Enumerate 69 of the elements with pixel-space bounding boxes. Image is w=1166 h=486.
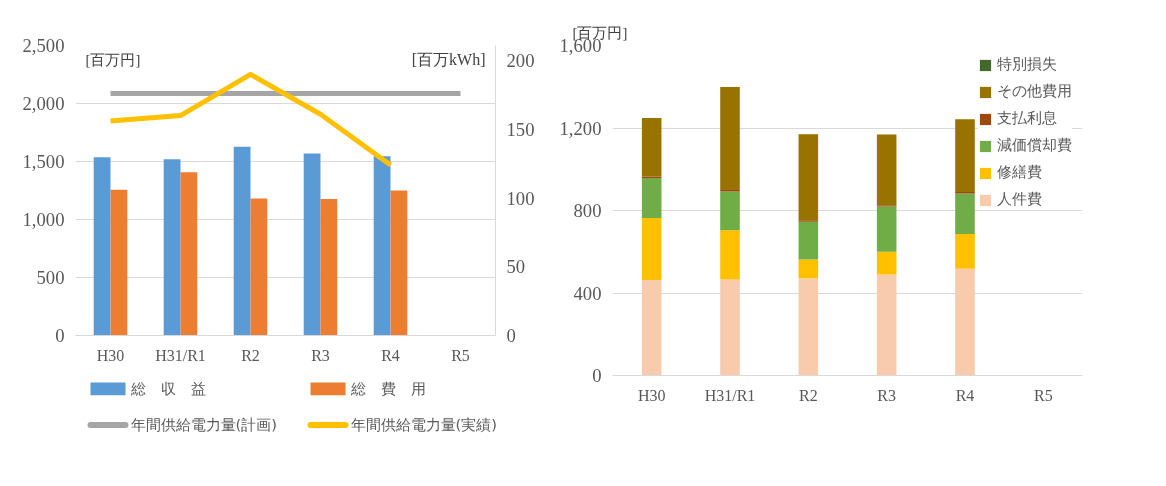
bar — [390, 190, 408, 336]
y2-tick-label: 0 — [506, 325, 516, 346]
y-tick-label: 0 — [592, 365, 602, 386]
bar — [720, 279, 740, 376]
legend-label: 総 収 益 — [129, 380, 206, 398]
x-tick-label: R5 — [1034, 386, 1053, 404]
bar — [798, 221, 819, 260]
x-tick-label: R2 — [241, 346, 260, 364]
bar — [876, 274, 897, 376]
y-axis-title: [百万円] — [85, 51, 141, 68]
x-tick-label: H31/R1 — [704, 386, 756, 404]
y-tick-label: 2,500 — [22, 35, 65, 56]
legend-label: 支払利息 — [997, 109, 1057, 128]
bar — [641, 280, 662, 376]
bar — [876, 251, 897, 275]
bar — [373, 156, 391, 336]
y-tick-label: 0 — [55, 325, 65, 346]
y2-tick-label: 100 — [506, 187, 535, 209]
y2-tick-label: 50 — [506, 256, 526, 278]
y-tick-label: 800 — [573, 200, 602, 221]
bar — [955, 119, 975, 192]
y-tick-label: 1,000 — [22, 209, 65, 230]
y-tick-label: 1,200 — [559, 117, 602, 139]
y2-tick-label: 150 — [506, 118, 535, 140]
legend-label: 総 費 用 — [349, 380, 426, 398]
legend-label: その他費用 — [997, 82, 1072, 101]
x-tick-label: R5 — [451, 346, 470, 364]
legend-label: 減価償却費 — [997, 136, 1072, 155]
bar — [798, 259, 819, 279]
x-tick-label: R4 — [955, 386, 975, 404]
bar — [320, 198, 338, 336]
bar — [641, 177, 662, 218]
bar — [641, 217, 662, 281]
legend-label: 修繕費 — [997, 163, 1042, 182]
bar — [798, 278, 819, 376]
y-tick-label: 400 — [573, 282, 602, 304]
bar — [180, 172, 198, 336]
bar — [93, 157, 111, 336]
y-tick-label: 500 — [36, 267, 65, 288]
legend-label: 人件費 — [997, 190, 1042, 209]
bar — [876, 134, 897, 206]
legend-label: 年間供給電力量(実績) — [350, 416, 497, 434]
y-tick-label: 2,000 — [22, 93, 65, 114]
y2-axis-title: [百万kWh] — [411, 50, 486, 68]
bar — [798, 134, 819, 221]
bar — [233, 146, 251, 336]
bar — [250, 198, 268, 336]
x-tick-label: R4 — [381, 346, 400, 364]
x-tick-label: H31/R1 — [155, 346, 206, 364]
y-tick-label: 1,500 — [22, 151, 65, 172]
bar — [720, 86, 740, 191]
legend-label: 年間供給電力量(計画) — [130, 416, 277, 434]
bar — [641, 117, 662, 177]
x-tick-label: H30 — [637, 386, 666, 404]
bar — [163, 159, 181, 336]
bar — [303, 153, 321, 336]
y2-tick-label: 200 — [506, 50, 535, 72]
bar — [720, 191, 740, 231]
bar — [955, 234, 975, 269]
bar — [955, 268, 975, 376]
bar — [955, 193, 975, 235]
bar — [720, 230, 740, 280]
x-tick-label: R2 — [799, 386, 818, 404]
x-tick-label: H30 — [96, 346, 125, 364]
x-tick-label: R3 — [877, 386, 896, 404]
x-tick-label: R3 — [311, 346, 330, 364]
bar — [876, 206, 897, 252]
bar — [110, 189, 128, 336]
legend-label: 特別損失 — [997, 55, 1057, 74]
